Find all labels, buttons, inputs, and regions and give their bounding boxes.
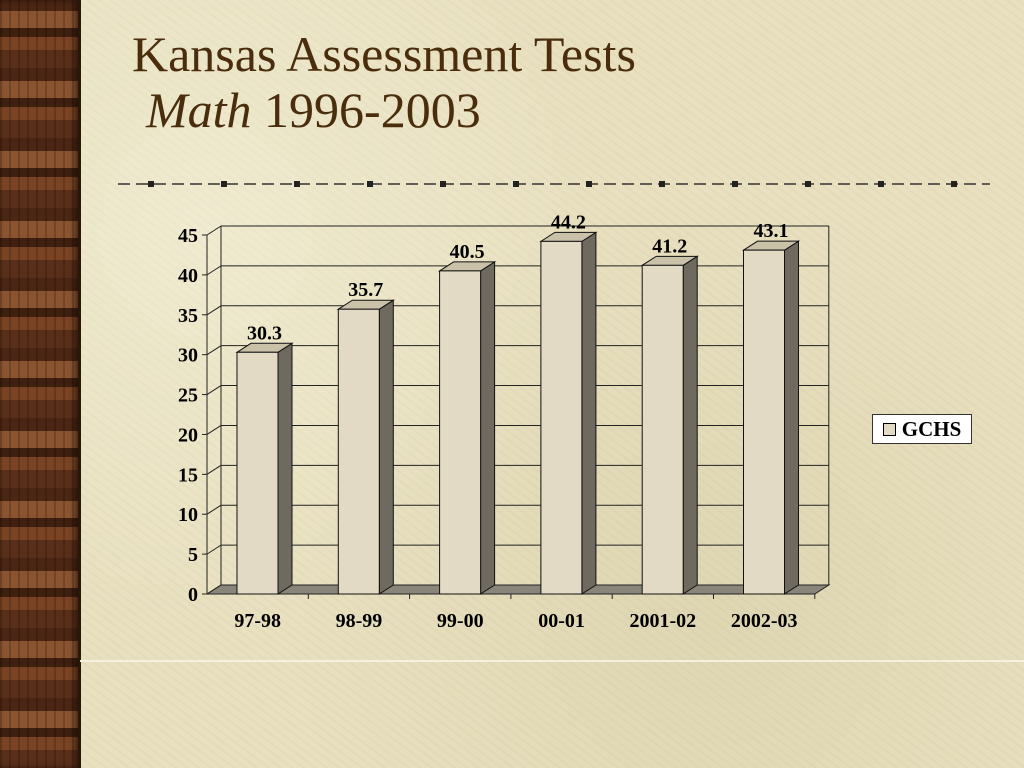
chart-legend: GCHS [872,414,972,444]
gridline-diagonal [206,584,222,595]
bar-side [682,255,698,595]
bar [337,308,380,595]
x-tick-label: 2001-02 [630,610,697,632]
y-tick-label: 15 [178,464,198,486]
gridline-diagonal [206,544,222,555]
x-tick-label: 00-01 [538,610,585,632]
y-tick-label: 20 [178,424,198,446]
dashed-divider [118,181,990,187]
x-tick-label: 97-98 [234,610,281,632]
x-tick-label: 98-99 [336,610,383,632]
title-subject: Math [146,82,252,138]
data-label: 41.2 [652,235,687,257]
title-line-2: Math 1996-2003 [132,82,636,138]
gridline-diagonal [206,504,222,515]
gridline-diagonal [206,345,222,356]
gridline-diagonal [206,385,222,395]
gridline-diagonal [206,265,222,276]
y-tick-label: 30 [178,345,198,367]
y-tick-label: 40 [178,265,198,287]
bar [439,270,482,595]
title-years: 1996-2003 [264,82,481,138]
y-tick-label: 5 [188,544,198,566]
data-label: 44.2 [551,211,586,233]
bar [540,240,583,595]
bar [236,351,279,595]
bar-side [480,260,496,595]
y-tick-label: 35 [178,305,198,327]
data-label: 43.1 [754,220,789,242]
bar-side [581,231,597,595]
title-line-1: Kansas Assessment Tests [132,26,636,82]
gridline-diagonal [206,464,222,475]
bar [641,264,684,595]
footer-rule [80,660,1024,662]
gridline-diagonal [206,305,222,316]
x-tick-label: 2002-03 [731,610,798,632]
y-tick-label: 45 [178,225,198,247]
data-label: 35.7 [348,279,383,301]
x-tick-label: 99-00 [437,610,484,632]
y-tick-label: 10 [178,504,198,526]
legend-label: GCHS [901,416,962,441]
bar [743,249,785,595]
slide-title: Kansas Assessment Tests Math 1996-2003 [132,26,636,138]
wood-sidebar-edge [78,0,81,768]
bar-side [784,240,799,595]
legend-swatch [882,422,896,436]
gridline-diagonal [206,225,222,236]
y-tick-label: 0 [188,584,198,606]
bar-side [277,342,293,595]
gridline-diagonal [206,425,222,435]
data-label: 40.5 [450,241,485,263]
data-label: 30.3 [247,322,282,344]
wood-sidebar [0,0,78,768]
chart-floor [205,584,831,595]
y-tick-label: 25 [178,385,198,407]
bar-side [378,299,394,595]
